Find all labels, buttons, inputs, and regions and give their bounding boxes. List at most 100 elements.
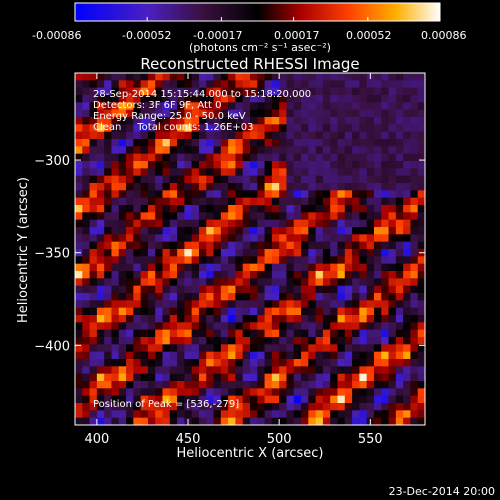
heatmap-cell [337,373,346,382]
heatmap-cell [147,139,156,147]
heatmap-cell [250,381,258,389]
heatmap-cell [330,175,339,184]
heatmap-cell [126,175,134,184]
heatmap-cell [388,175,397,184]
heatmap-cell [381,366,390,375]
heatmap-cell [352,117,360,125]
heatmap-cell [104,263,113,272]
heatmap-cell [213,271,222,279]
heatmap-cell [198,205,207,213]
heatmap-cell [133,124,142,133]
heatmap-cell [250,344,258,353]
heatmap-cell [257,329,266,338]
heatmap-cell [82,212,91,221]
heatmap-cell [322,293,331,301]
heatmap-cell [308,80,317,89]
heatmap-cell [381,131,390,140]
heatmap-cell [213,263,222,272]
heatmap-cell [89,205,98,213]
heatmap-cell [315,241,324,250]
heatmap-cell [140,175,149,184]
heatmap-cell [177,388,185,397]
heatmap-cell [89,315,98,323]
heatmap-cell [140,307,149,316]
heatmap-cell [352,205,360,213]
heatmap-cell [220,234,229,243]
heatmap-cell [155,271,164,279]
heatmap-cell [373,153,382,162]
heatmap-cell [315,359,324,367]
heatmap-cell [126,161,134,169]
heatmap-cell [242,183,251,191]
heatmap-cell [206,285,215,294]
heatmap-cell [286,87,295,96]
heatmap-cell [220,285,229,294]
heatmap-cell [373,197,382,206]
heatmap-cell [118,293,127,301]
heatmap-cell [257,403,266,411]
heatmap-cell [395,161,404,169]
heatmap-cell [169,139,178,147]
heatmap-cell [373,95,382,103]
heatmap-cell [381,124,390,133]
heatmap-cell [228,351,237,360]
heatmap-cell [213,293,222,301]
heatmap-cell [235,212,244,221]
heatmap-cell [191,168,200,177]
colorbar-tick-3: 0.00017 [274,29,320,42]
heatmap-cell [315,293,324,301]
heatmap-cell [220,300,229,309]
heatmap-cell [82,256,91,265]
heatmap-cell [322,80,331,89]
heatmap-cell [388,271,397,279]
heatmap-cell [147,80,156,89]
heatmap-cell [366,117,375,125]
heatmap-cell [213,307,222,316]
heatmap-cell [89,395,98,404]
heatmap-cell [177,102,185,111]
heatmap-cell [235,263,244,272]
heatmap-cell [235,381,244,389]
heatmap-cell [344,102,353,111]
heatmap-cell [279,315,288,323]
heatmap-cell [169,307,178,316]
heatmap-cell [308,285,317,294]
heatmap-cell [286,300,295,309]
heatmap-cell [344,146,353,155]
heatmap-cell [169,366,178,375]
heatmap-cell [417,381,425,389]
heatmap-cell [162,234,171,243]
heatmap-cell [184,183,193,191]
heatmap-cell [206,219,215,228]
heatmap-cell [264,271,273,279]
footer-timestamp: 23-Dec-2014 20:00 [389,485,495,498]
heatmap-cell [250,337,258,345]
heatmap-cell [373,73,382,81]
heatmap-cell [308,293,317,301]
heatmap-cell [257,322,266,331]
heatmap-cell [410,410,419,419]
heatmap-cell [220,373,229,382]
heatmap-cell [169,102,178,111]
heatmap-cell [191,153,200,162]
heatmap-cell [301,146,309,155]
heatmap-cell [155,227,164,235]
heatmap-cell [184,161,193,169]
heatmap-cell [359,241,368,250]
heatmap-cell [315,366,324,375]
heatmap-cell [352,73,360,81]
heatmap-cell [417,293,425,301]
heatmap-cell [410,168,419,177]
heatmap-cell [337,124,346,133]
colorbar-tick-2: -0.00017 [193,29,242,42]
heatmap-cell [242,337,251,345]
heatmap-cell [118,227,127,235]
heatmap-cell [147,337,156,345]
heatmap-cell [395,337,404,345]
heatmap-cell [213,359,222,367]
heatmap-cell [359,234,368,243]
heatmap-cell [104,249,113,257]
heatmap-cell [250,249,258,257]
heatmap-cell [403,109,412,118]
x-tick-label: 550 [358,432,383,447]
